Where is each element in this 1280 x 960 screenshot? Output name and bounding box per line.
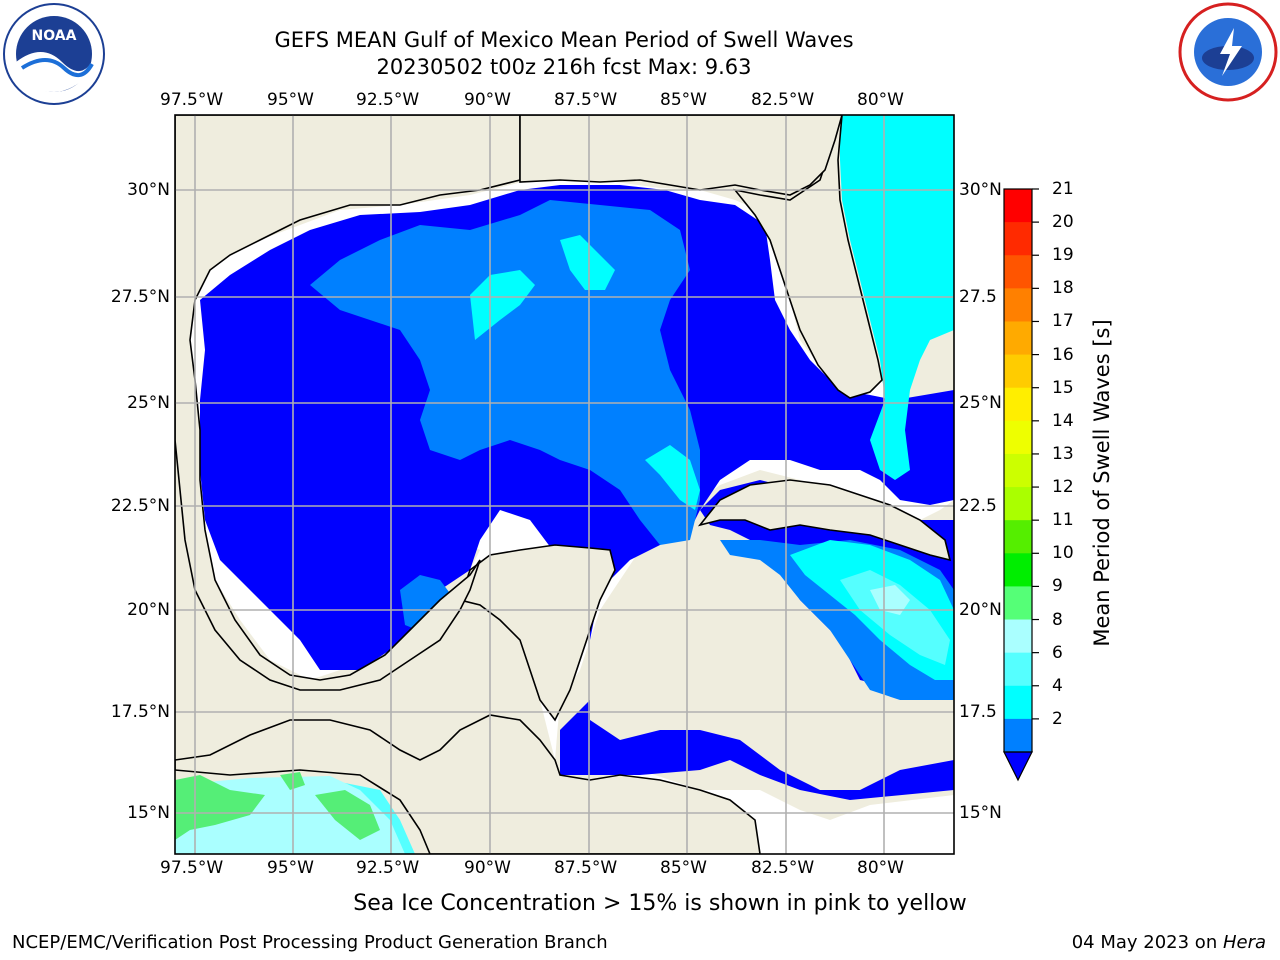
land-us-gulf-coast bbox=[519, 115, 843, 196]
lon-label-top: 80°W bbox=[857, 90, 904, 110]
lon-label-bottom: 92.5°W bbox=[356, 858, 420, 878]
noaa-logo: NOAA bbox=[3, 3, 105, 105]
colorbar-segment bbox=[1004, 321, 1032, 356]
colorbar-tick-label: 10 bbox=[1052, 543, 1074, 564]
colorbar-tick-label: 13 bbox=[1052, 443, 1074, 464]
colorbar-tick-label: 2 bbox=[1052, 708, 1063, 729]
colorbar-tick-label: 21 bbox=[1052, 179, 1074, 199]
colorbar-segment bbox=[1004, 222, 1032, 256]
footer-left: NCEP/EMC/Verification Post Processing Pr… bbox=[12, 932, 608, 953]
colorbar-tick-label: 4 bbox=[1052, 675, 1063, 696]
colorbar-segment bbox=[1004, 487, 1032, 521]
lat-label-right: 27.5 bbox=[959, 287, 997, 307]
land-cuba bbox=[697, 479, 952, 562]
contour-6s-gulf bbox=[560, 235, 615, 290]
colorbar-label: Mean Period of Swell Waves [s] bbox=[1090, 319, 1114, 647]
lon-label-top: 90°W bbox=[464, 90, 511, 110]
lat-label-left: 27.5°N bbox=[110, 287, 170, 307]
colorbar-tick-label: 15 bbox=[1052, 377, 1074, 398]
lat-label-right: 30°N bbox=[959, 180, 1002, 200]
lon-label-top: 92.5°W bbox=[356, 90, 420, 110]
lon-label-bottom: 90°W bbox=[464, 858, 511, 878]
lat-label-left: 22.5°N bbox=[110, 496, 170, 516]
lat-label-right: 17.5 bbox=[959, 702, 997, 722]
lon-label-bottom: 82.5°W bbox=[751, 858, 815, 878]
lat-label-left: 15°N bbox=[127, 803, 170, 823]
contour-2s bbox=[200, 185, 954, 800]
colorbar-tick-label: 17 bbox=[1052, 311, 1074, 332]
lat-label-left: 25°N bbox=[127, 393, 170, 413]
map-subtitle: 20230502 t00z 216h fcst Max: 9.63 bbox=[376, 55, 752, 79]
footer-right: 04 May 2023 on Hera bbox=[1072, 932, 1266, 954]
colorbar-tick-label: 8 bbox=[1052, 609, 1063, 630]
contour-10s-pacific bbox=[175, 775, 265, 840]
colorbar-segment bbox=[1004, 652, 1032, 687]
colorbar-frame bbox=[1003, 188, 1033, 753]
lon-label-top: 97.5°W bbox=[160, 90, 224, 110]
contour-9s-caribbean bbox=[870, 585, 910, 615]
contour-8s-caribbean bbox=[840, 570, 950, 665]
colorbar-tick-label: 16 bbox=[1052, 344, 1074, 365]
map-frame bbox=[174, 114, 955, 855]
lat-label-right: 15°N bbox=[959, 803, 1002, 823]
colorbar-segment bbox=[1004, 619, 1032, 654]
colorbar-segment bbox=[1004, 288, 1032, 322]
nws-logo bbox=[1178, 2, 1278, 102]
lat-label-right: 25°N bbox=[959, 393, 1002, 413]
colorbar-segment bbox=[1004, 553, 1032, 587]
lat-label-left: 30°N bbox=[127, 180, 170, 200]
colorbar-segment bbox=[1004, 255, 1032, 289]
lon-label-top: 87.5°W bbox=[554, 90, 618, 110]
lon-label-bottom: 95°W bbox=[267, 858, 314, 878]
lat-label-right: 22.5 bbox=[959, 496, 997, 516]
colorbar-tick-label: 12 bbox=[1052, 477, 1074, 498]
lon-label-top: 82.5°W bbox=[751, 90, 815, 110]
graticule bbox=[175, 115, 954, 854]
colorbar-segment bbox=[1004, 354, 1032, 389]
noaa-logo-text: NOAA bbox=[32, 28, 77, 44]
map-title: GEFS MEAN Gulf of Mexico Mean Period of … bbox=[274, 28, 854, 52]
land-yucatan bbox=[458, 544, 616, 722]
lon-label-bottom: 87.5°W bbox=[554, 858, 618, 878]
footer-machine: Hera bbox=[1222, 932, 1266, 953]
lat-label-left: 20°N bbox=[127, 600, 170, 620]
contour-6s-gulf-b bbox=[470, 270, 535, 340]
lat-label-right: 20°N bbox=[959, 600, 1002, 620]
colorbar-tick-label: 18 bbox=[1052, 278, 1074, 299]
lat-label-left: 17.5°N bbox=[110, 702, 170, 722]
lon-label-top: 95°W bbox=[267, 90, 314, 110]
colorbar-segment bbox=[1004, 586, 1032, 621]
colorbar-segment bbox=[1004, 420, 1032, 455]
lon-label-bottom: 85°W bbox=[660, 858, 707, 878]
lon-label-bottom: 80°W bbox=[857, 858, 904, 878]
lon-label-bottom: 97.5°W bbox=[160, 858, 224, 878]
colorbar-tick-label: 14 bbox=[1052, 410, 1074, 431]
colorbar-tick-label: 6 bbox=[1052, 642, 1063, 663]
colorbar-segment bbox=[1004, 718, 1032, 753]
footer-date: 04 May 2023 on bbox=[1071, 932, 1223, 953]
land-central-america bbox=[175, 714, 761, 854]
colorbar-segment bbox=[1004, 387, 1032, 422]
colorbar-under-arrow bbox=[1003, 751, 1033, 782]
colorbar bbox=[1003, 188, 1039, 782]
lon-label-top: 85°W bbox=[660, 90, 707, 110]
colorbar-tick-label: 20 bbox=[1052, 212, 1074, 233]
colorbar-tick-label: 19 bbox=[1052, 245, 1074, 266]
colorbar-segment bbox=[1004, 189, 1032, 223]
colorbar-segment bbox=[1004, 453, 1032, 488]
colorbar-tick-label: 9 bbox=[1052, 576, 1063, 597]
colorbar-segment bbox=[1004, 685, 1032, 720]
colorbar-tick-label: 11 bbox=[1052, 510, 1074, 531]
contour-10s-pacific-b bbox=[315, 790, 380, 840]
colorbar-segment bbox=[1004, 520, 1032, 554]
land-mexico-texas bbox=[175, 115, 521, 691]
sea-ice-note: Sea Ice Concentration > 15% is shown in … bbox=[353, 891, 967, 916]
